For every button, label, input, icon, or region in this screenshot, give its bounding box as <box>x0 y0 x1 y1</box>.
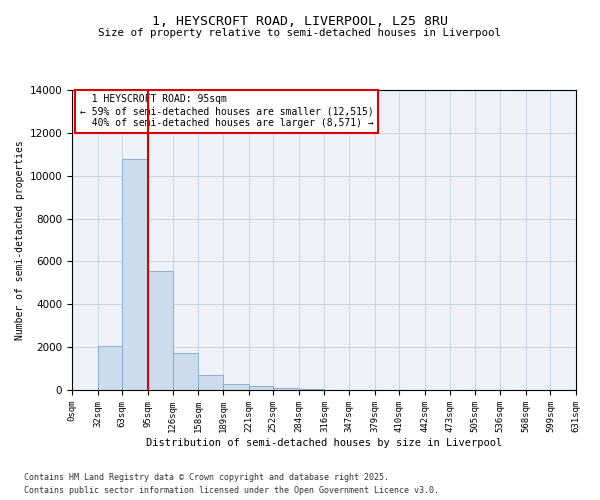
Text: Size of property relative to semi-detached houses in Liverpool: Size of property relative to semi-detach… <box>98 28 502 38</box>
Text: 1, HEYSCROFT ROAD, LIVERPOOL, L25 8RU: 1, HEYSCROFT ROAD, LIVERPOOL, L25 8RU <box>152 15 448 28</box>
Bar <box>299 389 325 390</box>
Bar <box>273 388 299 390</box>
Text: Contains public sector information licensed under the Open Government Licence v3: Contains public sector information licen… <box>24 486 439 495</box>
X-axis label: Distribution of semi-detached houses by size in Liverpool: Distribution of semi-detached houses by … <box>146 438 502 448</box>
Text: Contains HM Land Registry data © Crown copyright and database right 2025.: Contains HM Land Registry data © Crown c… <box>24 474 389 482</box>
Bar <box>248 386 273 390</box>
Bar <box>148 271 173 390</box>
Y-axis label: Number of semi-detached properties: Number of semi-detached properties <box>16 140 25 340</box>
Bar <box>98 346 122 390</box>
Text: 1 HEYSCROFT ROAD: 95sqm
← 59% of semi-detached houses are smaller (12,515)
  40%: 1 HEYSCROFT ROAD: 95sqm ← 59% of semi-de… <box>80 94 373 128</box>
Bar <box>223 384 248 390</box>
Bar <box>122 158 148 390</box>
Bar <box>173 352 198 390</box>
Bar <box>198 375 223 390</box>
